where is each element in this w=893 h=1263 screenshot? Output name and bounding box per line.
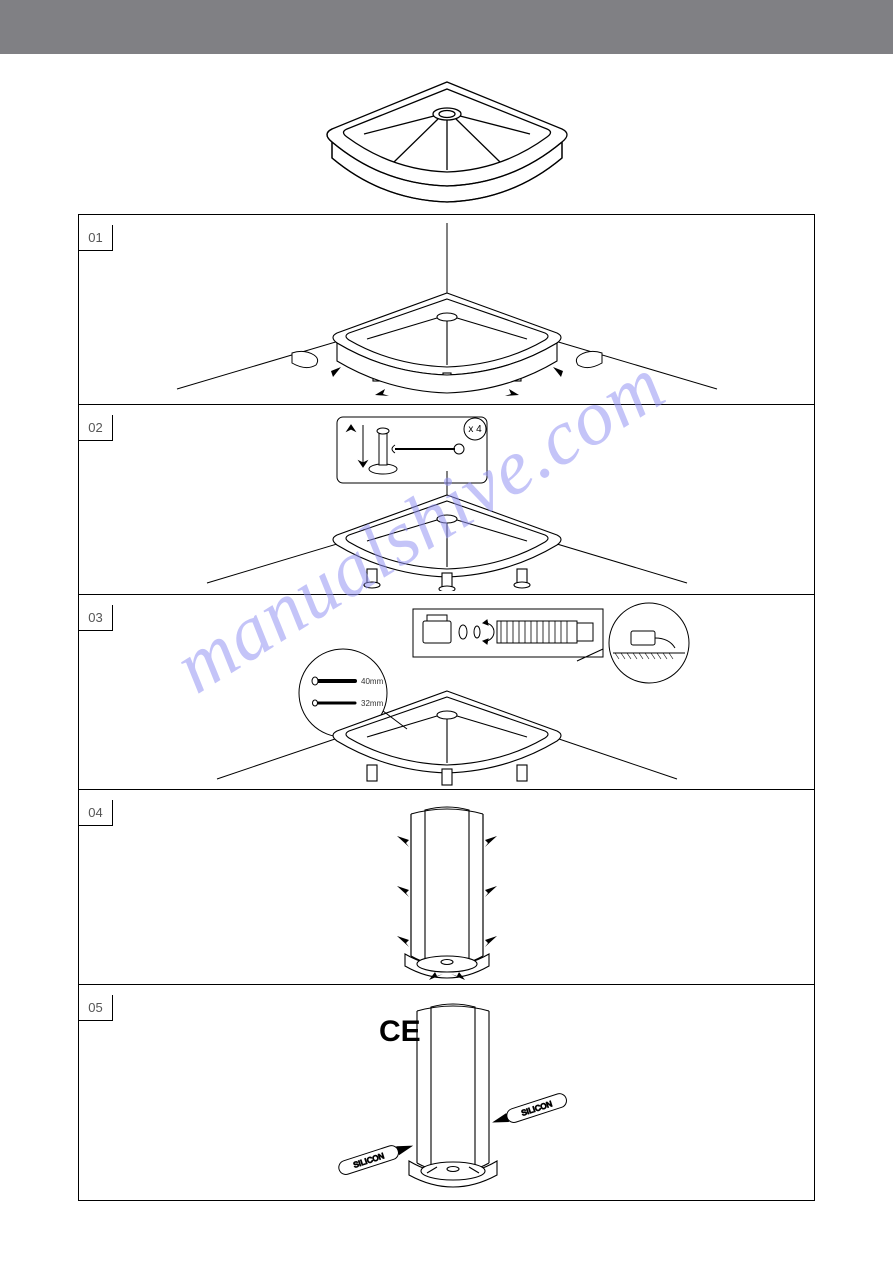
step-02-illustration: x 4 bbox=[137, 411, 757, 591]
step-number: 04 bbox=[79, 800, 113, 826]
pipe-size-a: 40mm bbox=[361, 677, 384, 686]
step-04-illustration bbox=[137, 796, 757, 984]
header-bar bbox=[0, 0, 893, 54]
step-number: 02 bbox=[79, 415, 113, 441]
instruction-panel: 01 bbox=[78, 214, 815, 1201]
step-02: 02 x 4 bbox=[79, 405, 814, 595]
shower-tray-icon bbox=[312, 74, 582, 204]
step-03-illustration: 40mm 32mm bbox=[137, 601, 757, 789]
step-number: 03 bbox=[79, 605, 113, 631]
step-05: 05 CE bbox=[79, 985, 814, 1200]
qty-label: x 4 bbox=[468, 424, 482, 435]
step-01: 01 bbox=[79, 215, 814, 405]
step-04: 04 bbox=[79, 790, 814, 985]
step-05-illustration: CE bbox=[137, 991, 757, 1196]
hero-illustration bbox=[0, 54, 893, 204]
step-number: 05 bbox=[79, 995, 113, 1021]
pipe-size-b: 32mm bbox=[361, 699, 384, 708]
step-number: 01 bbox=[79, 225, 113, 251]
step-01-illustration bbox=[137, 221, 757, 401]
step-03: 03 bbox=[79, 595, 814, 790]
ce-mark: CE bbox=[379, 1015, 421, 1048]
